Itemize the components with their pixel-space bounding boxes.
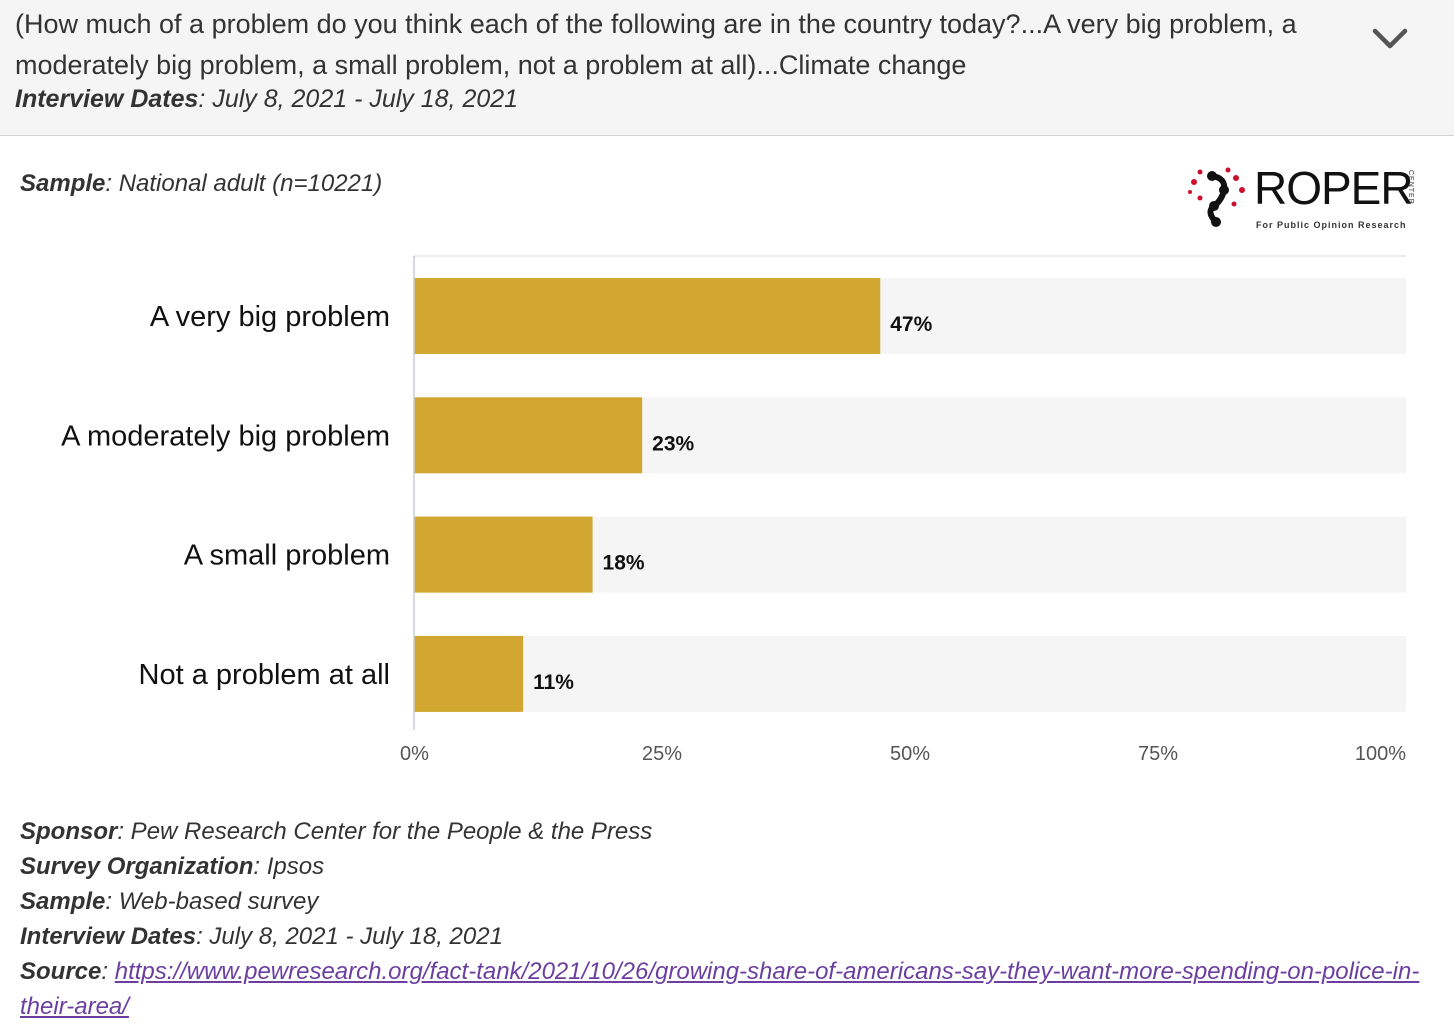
bar [414, 278, 881, 354]
logo-word: ROPER [1254, 162, 1414, 214]
sponsor-value: : Pew Research Center for the People & t… [117, 818, 653, 845]
source-line: Source: https://www.pewresearch.org/fact… [20, 954, 1440, 1024]
x-tick-label: 75% [1138, 743, 1178, 765]
sample-line: Sample: National adult (n=10221) [20, 170, 382, 198]
data-label: 23% [652, 432, 694, 455]
chevron-down-icon[interactable] [1370, 22, 1410, 56]
source-link[interactable]: https://www.pewresearch.org/fact-tank/20… [20, 958, 1420, 1020]
sample-method-label: Sample [20, 888, 106, 915]
x-tick-label: 25% [642, 743, 682, 765]
bar [414, 635, 524, 712]
sample-value: : National adult (n=10221) [105, 170, 383, 197]
data-label: 18% [603, 552, 645, 575]
organization-line: Survey Organization: Ipsos [20, 849, 1440, 884]
sample-label: Sample [20, 170, 106, 197]
sponsor-line: Sponsor: Pew Research Center for the Peo… [20, 814, 1440, 849]
logo-center-text: CENTER [1407, 170, 1414, 205]
x-tick-label: 0% [400, 743, 429, 765]
x-tick-label: 50% [890, 743, 930, 765]
question-text: (How much of a problem do you think each… [15, 9, 1297, 80]
sample-method-value: : Web-based survey [105, 888, 319, 915]
interview-dates-label: Interview Dates [15, 85, 199, 113]
data-label: 11% [533, 671, 574, 694]
bar [414, 397, 643, 474]
logo-subtitle: For Public Opinion Research [1256, 220, 1407, 230]
data-label: 47% [890, 313, 932, 336]
interview-dates-value: : July 8, 2021 - July 18, 2021 [198, 85, 519, 113]
bar [414, 516, 593, 593]
header-interview-dates: Interview Dates: July 8, 2021 - July 18,… [15, 85, 518, 114]
source-separator: : [101, 958, 115, 985]
question-header: (How much of a problem do you think each… [0, 0, 1454, 136]
footer-dates-value: : July 8, 2021 - July 18, 2021 [196, 923, 503, 950]
bar-track [414, 635, 1406, 712]
sponsor-label: Sponsor [20, 818, 118, 845]
category-label: A moderately big problem [61, 420, 390, 452]
category-label: Not a problem at all [139, 659, 390, 691]
organization-value: : Ipsos [253, 853, 325, 880]
sample-method-line: Sample: Web-based survey [20, 884, 1440, 919]
roper-molecule-icon [1188, 167, 1245, 227]
source-label: Source [20, 958, 102, 985]
category-label: A small problem [184, 540, 390, 572]
bar-chart: A very big problem 47% A moderately big pr… [61, 255, 1406, 765]
organization-label: Survey Organization [20, 853, 254, 880]
footer-dates-label: Interview Dates [20, 923, 197, 950]
x-tick-label: 100% [1355, 743, 1406, 765]
category-label: A very big problem [150, 301, 390, 333]
roper-center-logo: ROPER CENTER For Public Opinion Research [1186, 162, 1426, 234]
footer-dates-line: Interview Dates: July 8, 2021 - July 18,… [20, 919, 1440, 954]
survey-details: Sponsor: Pew Research Center for the Peo… [20, 814, 1440, 1024]
